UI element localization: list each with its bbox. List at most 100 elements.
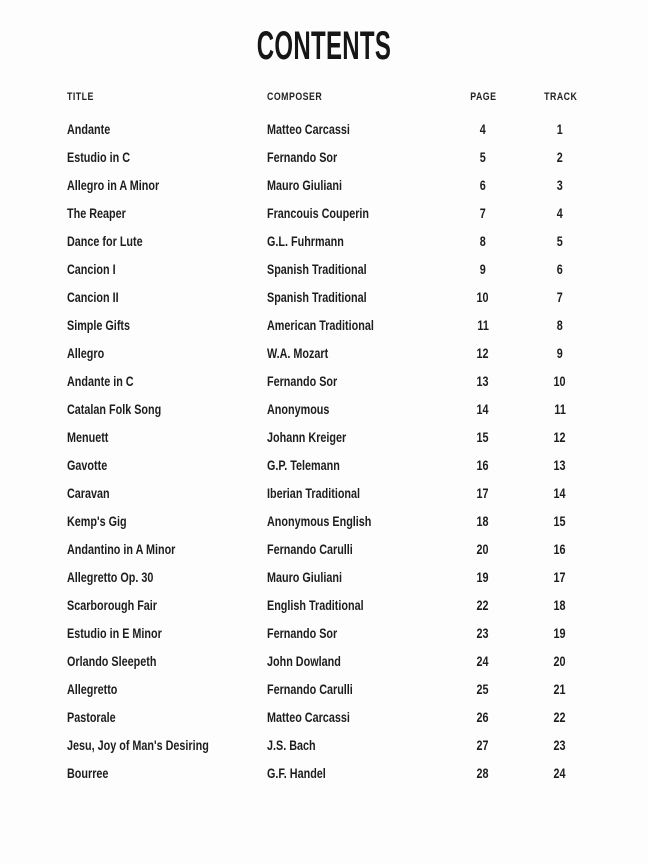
cell-composer-text: J.S. Bach [267, 738, 316, 753]
cell-composer: Fernando Sor [267, 368, 355, 396]
cell-track-number: 14 [540, 480, 580, 508]
page-title-container: CONTENTS [0, 22, 648, 70]
cell-song-title-text: Orlando Sleepeth [67, 654, 157, 669]
cell-page-number: 11 [463, 312, 503, 340]
cell-page-number: 26 [463, 704, 503, 732]
cell-track-number: 22 [540, 704, 580, 732]
table-row[interactable]: Cancion I Spanish Traditional 9 6 [0, 256, 648, 284]
column-header-page: PAGE [469, 91, 497, 103]
cell-page-number: 17 [463, 480, 503, 508]
cell-composer: Fernando Carulli [267, 676, 374, 704]
cell-song-title-text: Allegretto Op. 30 [67, 570, 154, 585]
table-row[interactable]: Orlando Sleepeth John Dowland 24 20 [0, 648, 648, 676]
table-body: Andante Matteo Carcassi 4 1 Estudio in C Fern… [0, 116, 648, 788]
cell-composer-text: American Traditional [267, 318, 374, 333]
cell-page-number-text: 23 [476, 626, 490, 641]
cell-page-number-text: 19 [476, 570, 490, 585]
cell-track-number: 2 [540, 144, 580, 172]
table-row[interactable]: Estudio in C Fernando Sor 5 2 [0, 144, 648, 172]
cell-track-number-text: 17 [553, 570, 567, 585]
cell-song-title: Estudio in E Minor [67, 620, 186, 648]
cell-track-number-text: 24 [553, 766, 567, 781]
cell-track-number-text: 5 [556, 234, 563, 249]
cell-page-number-text: 24 [476, 654, 490, 669]
table-row[interactable]: Bourree G.F. Handel 28 24 [0, 760, 648, 788]
cell-composer: Johann Kreiger [267, 424, 366, 452]
table-row[interactable]: Gavotte G.P. Telemann 16 13 [0, 452, 648, 480]
cell-composer-text: G.P. Telemann [267, 458, 340, 473]
cell-track-number: 7 [540, 284, 580, 312]
cell-song-title: Cancion I [67, 256, 128, 284]
table-row[interactable]: Allegretto Op. 30 Mauro Giuliani 19 17 [0, 564, 648, 592]
cell-page-number: 9 [463, 256, 503, 284]
cell-track-number-text: 14 [553, 486, 567, 501]
table-row[interactable]: Pastorale Matteo Carcassi 26 22 [0, 704, 648, 732]
table-row[interactable]: Allegro in A Minor Mauro Giuliani 6 3 [0, 172, 648, 200]
table-row[interactable]: Catalan Folk Song Anonymous 14 11 [0, 396, 648, 424]
cell-song-title: Caravan [67, 480, 120, 508]
table-row[interactable]: The Reaper Francouis Couperin 7 4 [0, 200, 648, 228]
page-title: CONTENTS [256, 24, 392, 68]
cell-page-number: 25 [463, 676, 503, 704]
cell-composer-text: Johann Kreiger [267, 430, 347, 445]
cell-page-number-text: 26 [476, 710, 490, 725]
table-row[interactable]: Dance for Lute G.L. Fuhrmann 8 5 [0, 228, 648, 256]
table-row[interactable]: Kemp's Gig Anonymous English 18 15 [0, 508, 648, 536]
cell-song-title-text: Jesu, Joy of Man's Desiring [67, 738, 209, 753]
cell-composer-text: Matteo Carcassi [267, 710, 350, 725]
cell-composer: John Dowland [267, 648, 359, 676]
cell-composer: Fernando Sor [267, 144, 355, 172]
cell-track-number: 1 [540, 116, 580, 144]
cell-song-title: Allegretto Op. 30 [67, 564, 175, 592]
cell-song-title: Allegretto [67, 676, 130, 704]
cell-composer-text: Anonymous English [267, 514, 372, 529]
table-row[interactable]: Simple Gifts American Traditional 11 8 [0, 312, 648, 340]
table-row[interactable]: Cancion II Spanish Traditional 10 7 [0, 284, 648, 312]
table-row[interactable]: Scarborough Fair English Traditional 22 18 [0, 592, 648, 620]
table-row[interactable]: Caravan Iberian Traditional 17 14 [0, 480, 648, 508]
cell-track-number-text: 20 [553, 654, 567, 669]
cell-composer-text: Francouis Couperin [267, 206, 370, 221]
cell-page-number: 22 [463, 592, 503, 620]
cell-song-title-text: Pastorale [67, 710, 116, 725]
cell-page-number-text: 8 [479, 234, 486, 249]
cell-page-number-text: 18 [476, 514, 490, 529]
cell-song-title: Allegro [67, 340, 114, 368]
cell-composer: Matteo Carcassi [267, 704, 371, 732]
table-of-contents: TITLE COMPOSER PAGE TRACK Andante Matteo … [0, 78, 648, 788]
table-row[interactable]: Andante Matteo Carcassi 4 1 [0, 116, 648, 144]
table-row[interactable]: Allegro W.A. Mozart 12 9 [0, 340, 648, 368]
cell-page-number: 4 [463, 116, 503, 144]
cell-composer-text: English Traditional [267, 598, 364, 613]
cell-track-number-text: 7 [556, 290, 563, 305]
cell-page-number-text: 5 [479, 150, 486, 165]
cell-page-number-text: 7 [479, 206, 486, 221]
cell-song-title-text: Simple Gifts [67, 318, 131, 333]
cell-composer: Anonymous English [267, 508, 398, 536]
cell-track-number-text: 9 [556, 346, 563, 361]
cell-track-number-text: 21 [553, 682, 567, 697]
cell-song-title: Estudio in C [67, 144, 146, 172]
cell-song-title: Cancion II [67, 284, 132, 312]
table-row[interactable]: Estudio in E Minor Fernando Sor 23 19 [0, 620, 648, 648]
cell-track-number-text: 16 [553, 542, 567, 557]
cell-track-number-text: 18 [553, 598, 567, 613]
cell-page-number-text: 22 [476, 598, 490, 613]
table-row[interactable]: Jesu, Joy of Man's Desiring J.S. Bach 27 23 [0, 732, 648, 760]
cell-composer-text: G.L. Fuhrmann [267, 234, 344, 249]
table-row[interactable]: Andante in C Fernando Sor 13 10 [0, 368, 648, 396]
cell-page-number-text: 15 [476, 430, 490, 445]
cell-track-number-text: 8 [556, 318, 563, 333]
table-row[interactable]: Allegretto Fernando Carulli 25 21 [0, 676, 648, 704]
column-header-title: TITLE [67, 91, 94, 103]
cell-composer: English Traditional [267, 592, 388, 620]
cell-song-title-text: Kemp's Gig [67, 514, 127, 529]
table-row[interactable]: Menuett Johann Kreiger 15 12 [0, 424, 648, 452]
cell-page-number-text: 16 [476, 458, 490, 473]
cell-composer-text: Fernando Sor [267, 626, 338, 641]
cell-page-number-text: 27 [476, 738, 490, 753]
cell-track-number: 12 [540, 424, 580, 452]
cell-song-title: Pastorale [67, 704, 128, 732]
table-row[interactable]: Andantino in A Minor Fernando Carulli 20 16 [0, 536, 648, 564]
cell-track-number: 15 [540, 508, 580, 536]
